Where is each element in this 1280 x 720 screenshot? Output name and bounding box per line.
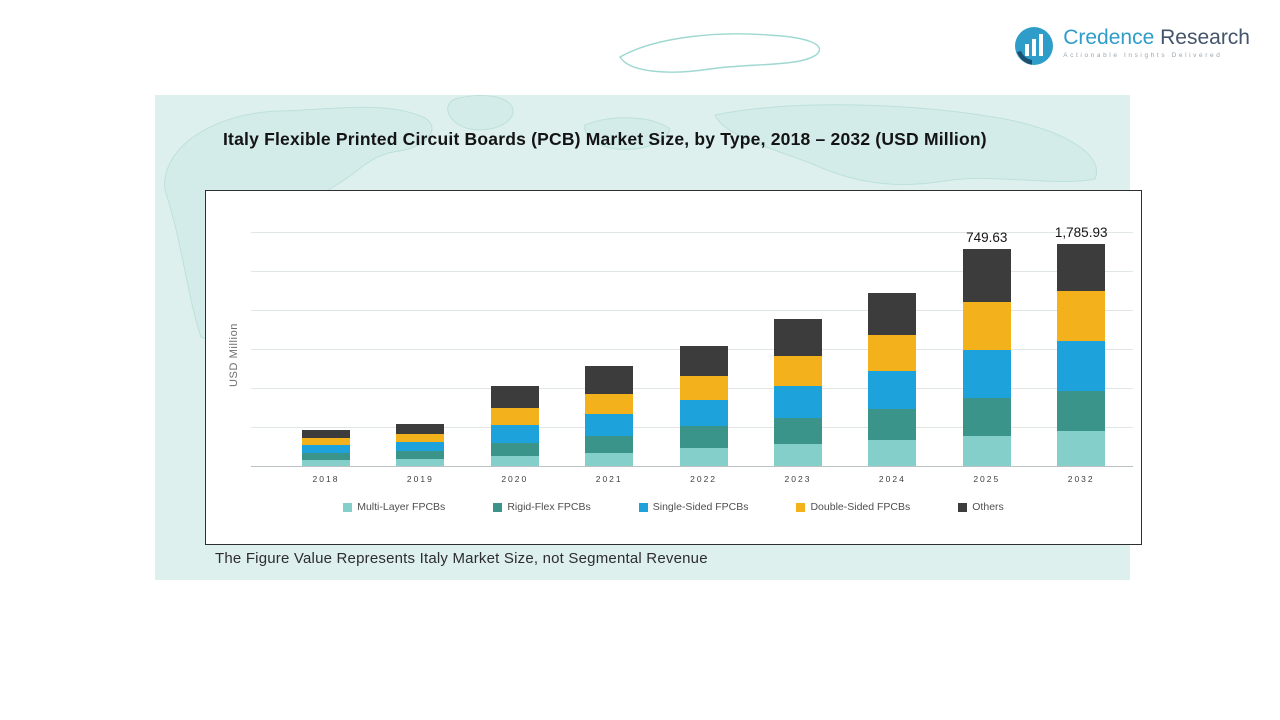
bar-segment (490, 456, 539, 466)
bar-segment (302, 445, 350, 453)
bar-segment (1057, 244, 1106, 291)
legend-item: Rigid-Flex FPCBs (493, 501, 591, 513)
logo: Credence Research Actionable Insights De… (1014, 26, 1250, 66)
bar-group-2023 (774, 319, 822, 466)
bar-segment (1057, 291, 1106, 341)
legend-swatch-icon (493, 502, 503, 512)
chart-title: Italy Flexible Printed Circuit Boards (P… (223, 129, 987, 149)
legend-label: Multi-Layer FPCBs (357, 501, 446, 513)
gridline (251, 271, 1133, 272)
bar-segment (490, 386, 539, 408)
x-axis-tick-label: 2023 (784, 474, 812, 484)
legend-item: Double-Sided FPCBs (796, 501, 910, 513)
data-label-2032: 1,785.93 (1054, 225, 1108, 240)
bar-group-2024 (868, 293, 917, 466)
bar-segment (1057, 341, 1106, 391)
bar-segment (868, 335, 917, 371)
legend-label: Single-Sided FPCBs (652, 501, 749, 513)
bar-segment (774, 356, 822, 386)
bar-group-2018 (302, 430, 350, 466)
bar-segment (679, 376, 728, 400)
legend-label: Rigid-Flex FPCBs (507, 501, 591, 513)
bar-segment (962, 436, 1011, 466)
logo-tagline: Actionable Insights Delivered (1063, 52, 1223, 60)
chart-footnote: The Figure Value Represents Italy Market… (215, 550, 708, 567)
bar-group-2019 (396, 424, 445, 466)
x-axis-tick-label: 2020 (501, 474, 529, 484)
bar-segment (774, 444, 822, 466)
bar-segment (962, 398, 1011, 436)
bar-segment (302, 430, 350, 438)
legend-swatch-icon (958, 502, 968, 512)
bar-segment (774, 386, 822, 418)
bar-segment (396, 451, 445, 459)
bar-segment (585, 366, 634, 394)
bar-segment (679, 346, 728, 376)
x-axis-line (251, 466, 1133, 467)
x-axis-tick-label: 2025 (973, 474, 1001, 484)
gridline (251, 232, 1133, 233)
chart-plot-area: USD Million Multi-Layer FPCBs Rigid-Flex … (205, 190, 1142, 545)
bar-group-2020 (490, 386, 539, 466)
logo-brand-second: Research (1160, 26, 1250, 49)
legend-item: Single-Sided FPCBs (638, 501, 749, 513)
map-outline-decoration (619, 33, 821, 73)
bar-segment (585, 394, 634, 414)
bar-segment (679, 426, 728, 448)
chart-panel: Italy Flexible Printed Circuit Boards (P… (155, 95, 1142, 580)
bar-segment (490, 408, 539, 425)
bar-segment (868, 293, 917, 335)
bar-segment (396, 424, 445, 434)
bar-segment (1057, 431, 1106, 466)
legend-item: Others (958, 501, 1004, 513)
x-axis-tick-label: 2032 (1067, 474, 1095, 484)
legend-swatch-icon (343, 502, 353, 512)
bar-segment (962, 302, 1011, 350)
bar-group-2022 (679, 346, 728, 466)
x-axis-tick-label: 2022 (690, 474, 718, 484)
bar-segment (868, 371, 917, 409)
bar-segment (868, 440, 917, 466)
bar-segment (679, 400, 728, 426)
bar-segment (1057, 391, 1106, 431)
bar-segment (396, 459, 445, 466)
bar-segment (679, 448, 728, 466)
bar-segment (868, 409, 917, 440)
legend-swatch-icon (796, 502, 806, 512)
bar-segment (396, 442, 445, 451)
bar-group-2021 (585, 366, 634, 466)
x-axis-tick-label: 2018 (312, 474, 340, 484)
bar-segment (585, 414, 634, 436)
bar-segment (490, 443, 539, 456)
data-label-2025: 749.63 (966, 230, 1008, 245)
bar-segment (490, 425, 539, 443)
y-axis-label: USD Million (228, 322, 240, 388)
legend-label: Others (972, 501, 1004, 513)
chart-legend: Multi-Layer FPCBs Rigid-Flex FPCBs Single-… (206, 501, 1141, 513)
bar-group-2025 (962, 249, 1011, 466)
logo-text: Credence Research Actionable Insights De… (1063, 26, 1250, 59)
bar-segment (774, 319, 822, 356)
x-axis-tick-label: 2019 (406, 474, 434, 484)
x-axis-tick-label: 2024 (878, 474, 906, 484)
bar-segment (774, 418, 822, 444)
bar-segment (585, 436, 634, 453)
bar-segment (396, 434, 445, 442)
bar-segment (302, 453, 350, 460)
legend-label: Double-Sided FPCBs (810, 501, 911, 513)
bar-segment (302, 460, 350, 466)
x-axis-tick-label: 2021 (595, 474, 623, 484)
logo-title: Credence Research (1063, 26, 1250, 49)
bar-segment (585, 453, 634, 466)
gridline (251, 310, 1133, 311)
bar-group-2032 (1057, 244, 1106, 466)
legend-swatch-icon (638, 502, 648, 512)
bar-segment (302, 438, 350, 445)
logo-brand-first: Credence (1063, 26, 1155, 49)
bar-segment (962, 350, 1011, 398)
bar-chart-logo-icon (1014, 26, 1054, 66)
bar-segment (962, 249, 1011, 302)
legend-item: Multi-Layer FPCBs (343, 501, 445, 513)
